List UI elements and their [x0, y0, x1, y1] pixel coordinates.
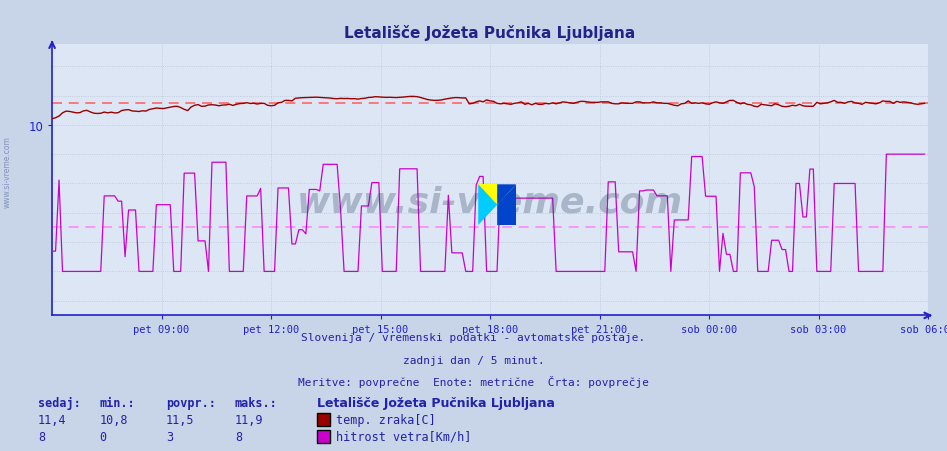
Text: Slovenija / vremenski podatki - avtomatske postaje.: Slovenija / vremenski podatki - avtomats… [301, 332, 646, 342]
Text: hitrost vetra[Km/h]: hitrost vetra[Km/h] [336, 430, 472, 443]
Text: 8: 8 [235, 430, 242, 443]
Text: temp. zraka[C]: temp. zraka[C] [336, 413, 436, 426]
Polygon shape [478, 185, 497, 226]
Text: sedaj:: sedaj: [38, 396, 80, 409]
Text: maks.:: maks.: [235, 396, 277, 409]
Polygon shape [497, 185, 516, 226]
Text: Meritve: povprečne  Enote: metrične  Črta: povprečje: Meritve: povprečne Enote: metrične Črta:… [298, 376, 649, 387]
Text: 11,5: 11,5 [166, 413, 194, 426]
Polygon shape [478, 185, 497, 205]
Text: 11,4: 11,4 [38, 413, 66, 426]
Text: povpr.:: povpr.: [166, 396, 216, 409]
Text: 11,9: 11,9 [235, 413, 263, 426]
Text: 8: 8 [38, 430, 45, 443]
Text: 10,8: 10,8 [99, 413, 128, 426]
Text: www.si-vreme.com: www.si-vreme.com [3, 135, 12, 207]
Polygon shape [497, 185, 516, 205]
Text: min.:: min.: [99, 396, 135, 409]
Title: Letališče Jožeta Pučnika Ljubljana: Letališče Jožeta Pučnika Ljubljana [345, 25, 635, 41]
Text: www.si-vreme.com: www.si-vreme.com [297, 185, 683, 219]
Text: Letališče Jožeta Pučnika Ljubljana: Letališče Jožeta Pučnika Ljubljana [317, 396, 555, 409]
Text: zadnji dan / 5 minut.: zadnji dan / 5 minut. [402, 355, 545, 365]
Text: 3: 3 [166, 430, 173, 443]
Text: 0: 0 [99, 430, 107, 443]
